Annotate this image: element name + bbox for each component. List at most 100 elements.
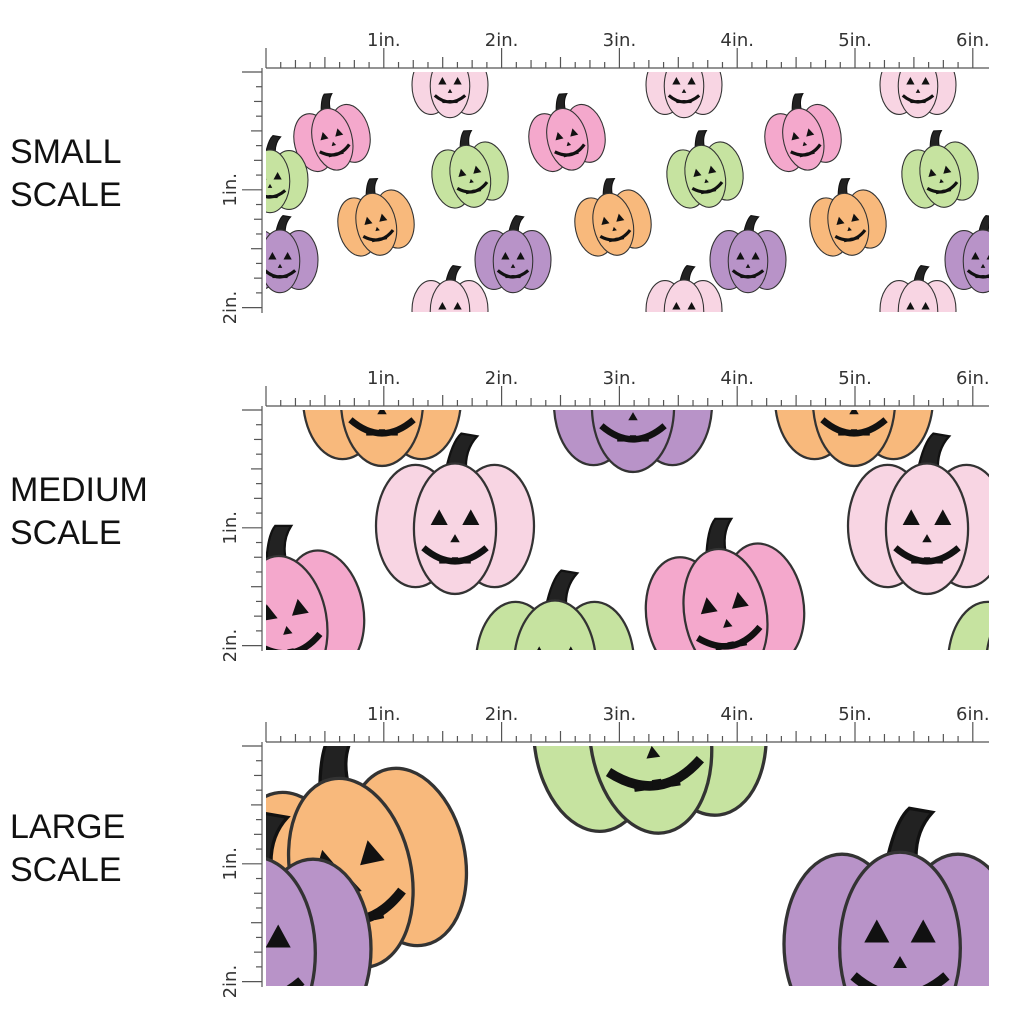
pumpkin-icon (553, 410, 713, 474)
jack-o-lantern-face-icon (605, 746, 705, 792)
ruler: 1in. 2in. 3in. 4in. 5in. 6in. 1in. 2in. (220, 368, 990, 662)
medium-scale-label-line1: MEDIUM (10, 471, 148, 509)
small-scale-swatch: 1in. 2in. 3in. 4in. 5in. 6in. 1in. 2in. (200, 10, 1024, 330)
jack-o-lantern-face-icon (599, 412, 667, 443)
pumpkin-icon (532, 746, 768, 835)
ruler-label-top: 3in. (603, 30, 637, 51)
pumpkin-icon (266, 524, 366, 650)
pumpkin-icon (947, 600, 1024, 668)
ruler: 1in. 2in. 3in. 4in. 5in. 6in. 1in. 2in. (220, 30, 990, 324)
ruler-label-top: 4in. (720, 704, 754, 725)
large-scale-swatch: 1in. 2in. 3in. 4in. 5in. 6in. 1in. 2in. (200, 684, 1024, 1004)
ruler-label-top: 1in. (367, 368, 401, 389)
jack-o-lantern-face-icon (266, 171, 287, 199)
jack-o-lantern-face-icon (667, 76, 701, 104)
large-scale-label-line2: SCALE (10, 851, 122, 889)
pumpkin-pattern (266, 746, 989, 986)
medium-scale-fabric-preview: 1in. 2in. 3in. 4in. 5in. 6in. 1in. 2in. (220, 368, 1024, 668)
jack-o-lantern-face-icon (362, 213, 395, 243)
pumpkin-icon (475, 569, 635, 650)
ruler-label-top: 5in. (838, 30, 872, 51)
jack-o-lantern-face-icon (266, 598, 323, 650)
pumpkin-icon (666, 130, 744, 209)
jack-o-lantern-face-icon (906, 301, 930, 310)
pumpkin-icon (782, 806, 989, 986)
ruler-label-top: 6in. (956, 30, 990, 51)
pumpkin-icon (879, 72, 957, 119)
medium-scale-swatch: 1in. 2in. 3in. 4in. 5in. 6in. 1in. 2in. (200, 348, 1024, 668)
jack-o-lantern-face-icon (731, 251, 765, 279)
ruler-label-top: 1in. (367, 30, 401, 51)
medium-scale-label: MEDIUM SCALE (10, 469, 148, 555)
ruler-label-top: 2in. (485, 30, 519, 51)
jack-o-lantern-face-icon (433, 76, 467, 104)
jack-o-lantern-face-icon (850, 919, 950, 986)
small-scale-label-line2: SCALE (10, 176, 122, 214)
jack-o-lantern-face-icon (995, 646, 1024, 668)
pumpkin-icon (374, 432, 536, 596)
pumpkin-icon (764, 92, 842, 173)
jack-o-lantern-face-icon (695, 591, 763, 650)
ruler-label-top: 4in. (720, 30, 754, 51)
jack-o-lantern-face-icon (966, 251, 989, 279)
jack-o-lantern-face-icon (599, 213, 632, 243)
ruler-label-top: 6in. (956, 368, 990, 389)
small-scale-fabric-preview: 1in. 2in. 3in. 4in. 5in. 6in. 1in. 2in. (220, 30, 990, 324)
large-scale-label: LARGE SCALE (10, 806, 125, 892)
ruler-label-top: 5in. (838, 368, 872, 389)
jack-o-lantern-face-icon (266, 251, 297, 279)
jack-o-lantern-face-icon (820, 410, 888, 437)
pumpkin-icon (774, 410, 934, 468)
pumpkin-icon (879, 264, 957, 312)
pumpkin-icon (411, 264, 489, 312)
pumpkin-icon (337, 178, 415, 257)
jack-o-lantern-face-icon (438, 301, 462, 310)
ruler-label-top: 4in. (720, 368, 754, 389)
jack-o-lantern-face-icon (926, 165, 959, 195)
pumpkin-icon (809, 178, 887, 257)
ruler-label-side: 1in. (220, 173, 241, 207)
pumpkin-icon (709, 214, 787, 294)
jack-o-lantern-face-icon (672, 301, 696, 310)
jack-o-lantern-face-icon (901, 76, 935, 104)
jack-o-lantern-face-icon (691, 165, 724, 195)
pumpkin-icon (266, 811, 373, 986)
medium-scale-label-line2: SCALE (10, 514, 122, 552)
ruler: 1in. 2in. 3in. 4in. 5in. 6in. 1in. 2in. (220, 704, 990, 998)
pumpkin-pattern (266, 72, 989, 312)
ruler-label-top: 2in. (485, 704, 519, 725)
ruler-label-side: 2in. (220, 965, 241, 999)
ruler-label-top: 2in. (485, 368, 519, 389)
ruler-label-top: 3in. (603, 368, 637, 389)
ruler-label-side: 2in. (220, 291, 241, 325)
ruler-label-top: 3in. (603, 704, 637, 725)
pumpkin-icon (266, 214, 319, 294)
jack-o-lantern-face-icon (319, 128, 351, 158)
ruler-label-top: 5in. (838, 704, 872, 725)
jack-o-lantern-face-icon (456, 165, 489, 195)
pumpkin-icon (574, 178, 652, 257)
pumpkin-icon (644, 517, 806, 650)
jack-o-lantern-face-icon (790, 128, 822, 158)
pumpkin-icon (431, 130, 509, 209)
large-scale-label-line1: LARGE (10, 808, 126, 846)
pumpkin-icon (944, 214, 989, 294)
jack-o-lantern-face-icon (348, 410, 416, 437)
pumpkin-pattern (266, 410, 1024, 668)
pumpkin-icon (846, 432, 989, 596)
jack-o-lantern-face-icon (834, 213, 867, 243)
pumpkin-icon (293, 92, 371, 173)
jack-o-lantern-face-icon (496, 251, 530, 279)
pumpkin-icon (411, 72, 489, 119)
pumpkin-icon (474, 214, 552, 294)
jack-o-lantern-face-icon (554, 128, 586, 158)
pumpkin-icon (528, 92, 606, 173)
small-scale-label: SMALL SCALE (10, 131, 122, 217)
pumpkin-icon (266, 134, 309, 214)
ruler-label-top: 6in. (956, 704, 990, 725)
jack-o-lantern-face-icon (893, 509, 961, 565)
ruler-label-side: 1in. (220, 511, 241, 545)
jack-o-lantern-face-icon (537, 646, 573, 650)
pumpkin-icon (645, 72, 723, 119)
large-scale-fabric-preview: 1in. 2in. 3in. 4in. 5in. 6in. 1in. 2in. (220, 704, 990, 998)
